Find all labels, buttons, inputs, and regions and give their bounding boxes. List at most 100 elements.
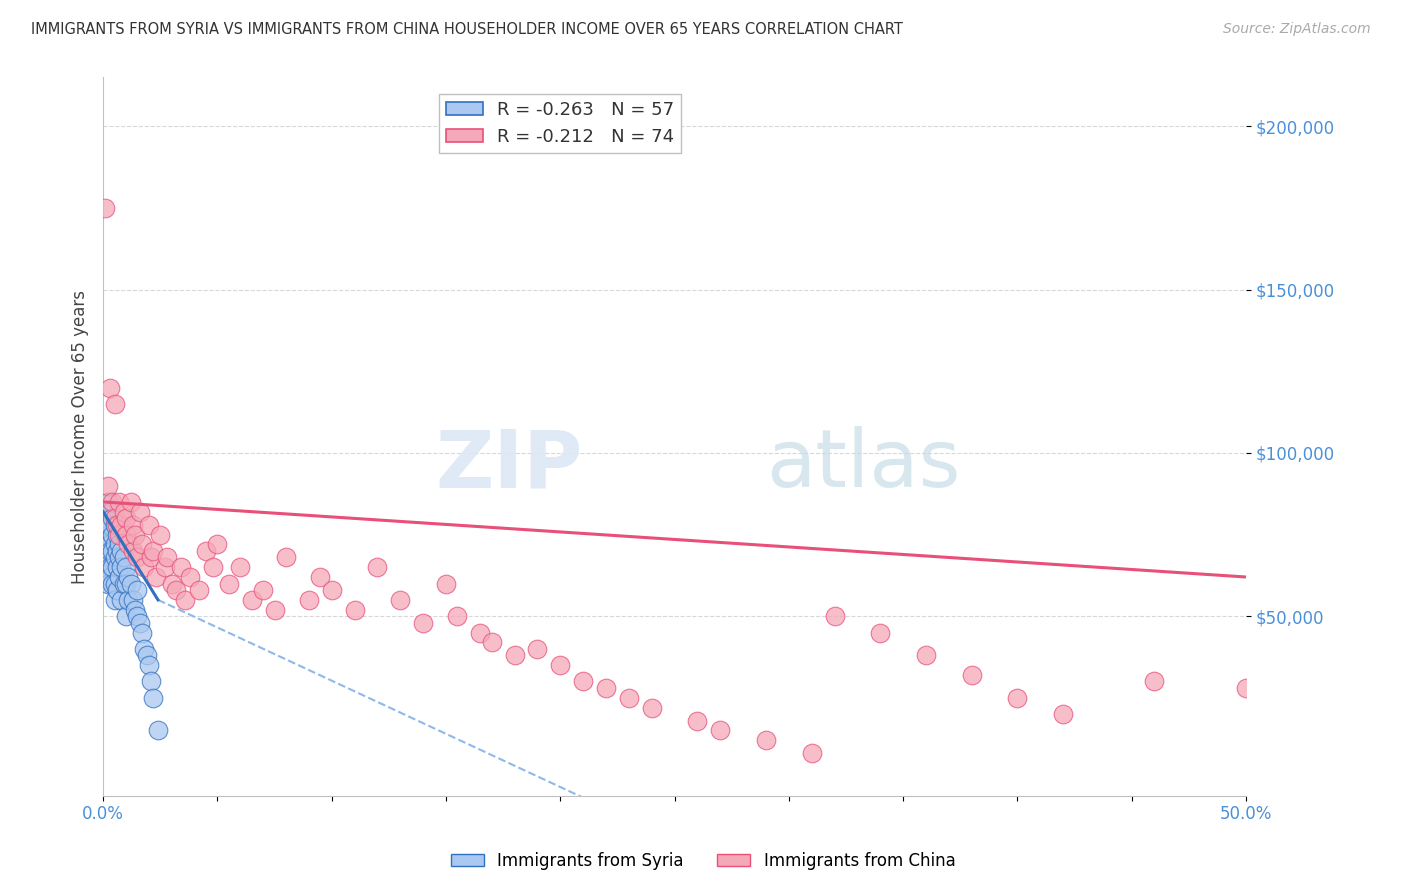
Point — [98, 560, 121, 574]
Point — [98, 570, 121, 584]
Point — [94, 527, 117, 541]
Point — [115, 609, 138, 624]
Point — [1143, 674, 1166, 689]
Point — [309, 570, 332, 584]
Point — [434, 576, 457, 591]
Point — [121, 544, 143, 558]
Point — [548, 658, 571, 673]
Point — [139, 674, 162, 689]
Point — [321, 582, 343, 597]
Point — [98, 381, 121, 395]
Point — [124, 602, 146, 616]
Point — [145, 570, 167, 584]
Point — [105, 517, 128, 532]
Point — [101, 576, 124, 591]
Point — [112, 576, 135, 591]
Point — [686, 714, 709, 728]
Point — [127, 550, 149, 565]
Point — [131, 537, 153, 551]
Point — [115, 511, 138, 525]
Point — [97, 550, 120, 565]
Point — [108, 537, 131, 551]
Point — [240, 592, 263, 607]
Point — [101, 560, 124, 574]
Point — [97, 527, 120, 541]
Point — [138, 517, 160, 532]
Point — [94, 544, 117, 558]
Point — [617, 690, 640, 705]
Legend: Immigrants from Syria, Immigrants from China: Immigrants from Syria, Immigrants from C… — [444, 846, 962, 877]
Point — [389, 592, 412, 607]
Point — [121, 517, 143, 532]
Point — [274, 550, 297, 565]
Point — [97, 478, 120, 492]
Point — [1007, 690, 1029, 705]
Point — [97, 517, 120, 532]
Point — [101, 544, 124, 558]
Text: ZIP: ZIP — [436, 426, 583, 504]
Point — [108, 527, 131, 541]
Point — [127, 609, 149, 624]
Point — [131, 625, 153, 640]
Point — [105, 582, 128, 597]
Point — [112, 505, 135, 519]
Point — [1234, 681, 1257, 695]
Point — [98, 517, 121, 532]
Point — [709, 723, 731, 738]
Point — [446, 609, 468, 624]
Point — [343, 602, 366, 616]
Point — [103, 576, 125, 591]
Point — [153, 560, 176, 574]
Point — [960, 668, 983, 682]
Point — [117, 570, 139, 584]
Point — [1052, 707, 1074, 722]
Point — [105, 527, 128, 541]
Point — [101, 495, 124, 509]
Point — [110, 544, 132, 558]
Point — [117, 537, 139, 551]
Point — [105, 544, 128, 558]
Point — [98, 550, 121, 565]
Point — [98, 537, 121, 551]
Point — [103, 537, 125, 551]
Point — [149, 527, 172, 541]
Point — [115, 576, 138, 591]
Point — [98, 544, 121, 558]
Point — [218, 576, 240, 591]
Point — [94, 511, 117, 525]
Point — [138, 658, 160, 673]
Point — [156, 550, 179, 565]
Point — [170, 560, 193, 574]
Y-axis label: Householder Income Over 65 years: Householder Income Over 65 years — [72, 290, 89, 583]
Point — [195, 544, 218, 558]
Point — [179, 570, 201, 584]
Point — [595, 681, 617, 695]
Point — [188, 582, 211, 597]
Point — [115, 560, 138, 574]
Point — [252, 582, 274, 597]
Point — [134, 560, 156, 574]
Point — [94, 201, 117, 215]
Point — [470, 625, 492, 640]
Point — [108, 570, 131, 584]
Point — [105, 560, 128, 574]
Point — [481, 635, 503, 649]
Point — [201, 560, 224, 574]
Point — [869, 625, 891, 640]
Point — [103, 397, 125, 411]
Point — [110, 560, 132, 574]
Point — [755, 733, 778, 747]
Point — [160, 576, 183, 591]
Point — [121, 592, 143, 607]
Point — [103, 511, 125, 525]
Point — [101, 527, 124, 541]
Point — [110, 592, 132, 607]
Point — [112, 550, 135, 565]
Point — [146, 723, 169, 738]
Text: IMMIGRANTS FROM SYRIA VS IMMIGRANTS FROM CHINA HOUSEHOLDER INCOME OVER 65 YEARS : IMMIGRANTS FROM SYRIA VS IMMIGRANTS FROM… — [31, 22, 903, 37]
Point — [97, 537, 120, 551]
Point — [128, 505, 150, 519]
Text: atlas: atlas — [766, 426, 960, 504]
Point — [640, 700, 662, 714]
Point — [800, 747, 823, 761]
